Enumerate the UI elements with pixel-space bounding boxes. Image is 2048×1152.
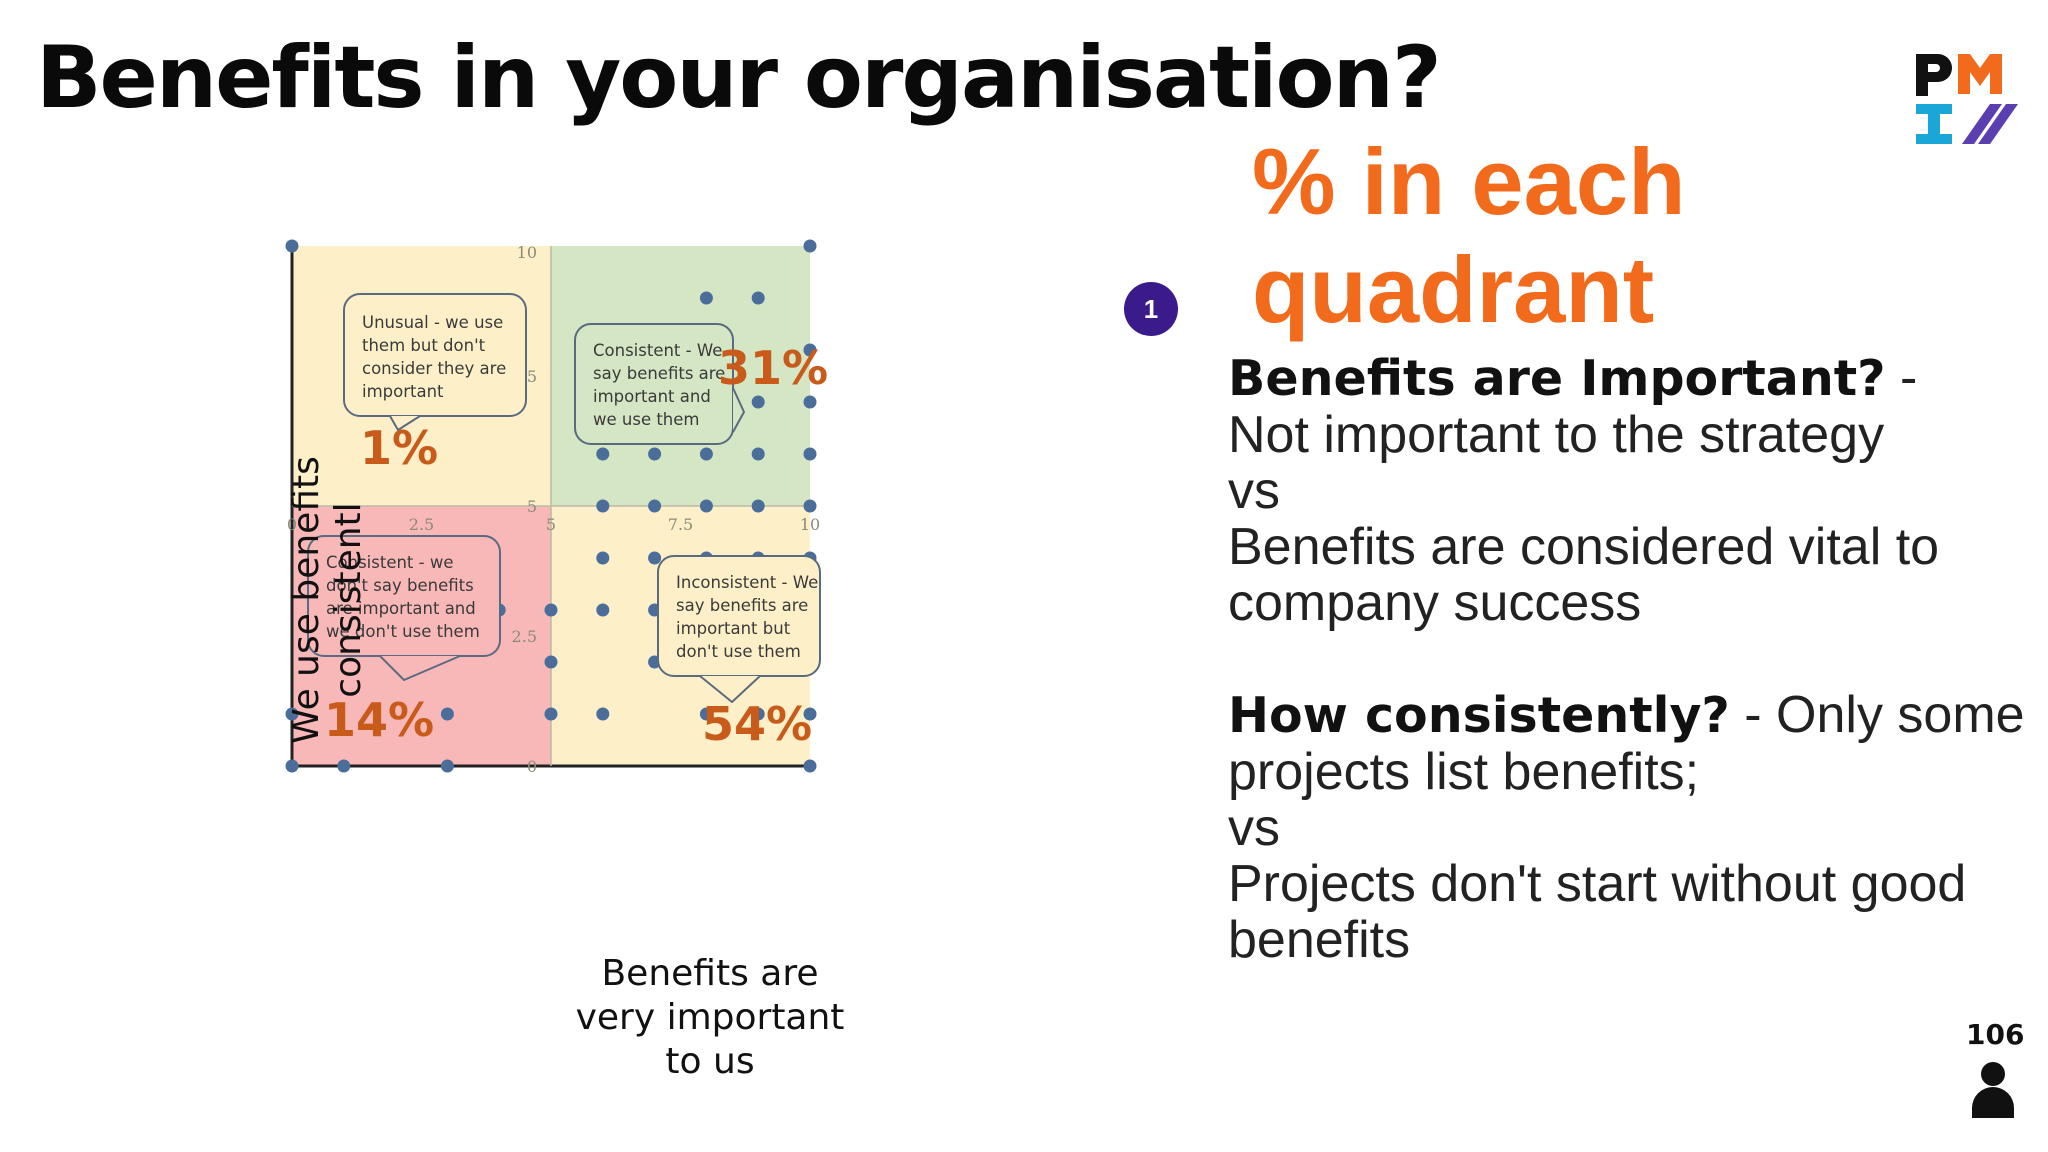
data-point — [285, 759, 299, 773]
data-point — [596, 603, 610, 617]
x-axis-label-line1: Benefits are — [601, 953, 819, 994]
data-point — [648, 551, 662, 565]
callout-text-bottom-left: are important and — [326, 599, 476, 618]
data-point — [285, 707, 299, 721]
person-icon — [1972, 1062, 2014, 1118]
y-tick-label: 0 — [527, 757, 537, 776]
slide-title: Benefits in your organisation? — [36, 28, 1442, 128]
data-point — [648, 499, 662, 513]
data-point — [699, 447, 713, 461]
data-point — [544, 655, 558, 669]
callout-text-bottom-left: don't say benefits — [326, 576, 474, 595]
callout-text-top-right: say benefits are — [593, 364, 725, 383]
callout-tail-bottom-right — [699, 675, 761, 703]
quadrant-heading: % in each quadrant — [1252, 128, 1686, 344]
step-badge: 1 — [1124, 282, 1178, 336]
data-point — [648, 447, 662, 461]
data-point — [751, 395, 765, 409]
data-point — [803, 447, 817, 461]
explanation-text: Benefits are Important? - Not important … — [1228, 350, 2028, 968]
callout-box-top-left — [343, 293, 527, 417]
importance-separator: - — [1885, 349, 1918, 407]
callout-text-top-right: we use them — [593, 410, 700, 429]
data-point — [440, 759, 454, 773]
vs-1: vs — [1228, 462, 1280, 520]
callout-text-top-right: Consistent - We — [593, 341, 722, 360]
data-point — [285, 239, 299, 253]
x-tick-label: 2.5 — [409, 515, 434, 534]
consistency-high: Projects don't start without good benefi… — [1228, 855, 1967, 969]
x-axis-label-line2: very important — [575, 997, 845, 1038]
data-point — [751, 447, 765, 461]
callout-text-bottom-left: Consistent - we — [326, 553, 454, 572]
vs-2: vs — [1228, 799, 1280, 857]
y-axis-label-line2: consistentl — [328, 502, 369, 698]
y-axis-label: We use benefits consistentl — [286, 440, 370, 760]
callout-text-bottom-right: don't use them — [676, 642, 801, 661]
callout-text-top-right: important and — [593, 387, 711, 406]
data-point — [596, 499, 610, 513]
importance-high: Benefits are considered vital to company… — [1228, 518, 1940, 632]
x-tick-label: 10 — [800, 515, 820, 534]
data-point — [803, 343, 817, 357]
x-axis-label: Benefits are very important to us — [560, 952, 860, 1084]
callout-tail-bottom-left — [379, 655, 461, 681]
data-point — [803, 395, 817, 409]
data-point — [751, 291, 765, 305]
callout-text-top-left: them but don't — [362, 336, 486, 355]
quadrant-heading-line1: % in each — [1252, 129, 1686, 234]
consistency-label: How consistently? — [1228, 687, 1730, 744]
callout-text-bottom-right: Inconsistent - We — [676, 573, 818, 592]
pmi-logo-icon — [1916, 54, 2018, 144]
data-point — [699, 291, 713, 305]
data-point — [803, 499, 817, 513]
callout-tail-top-left — [389, 415, 421, 431]
data-point — [596, 551, 610, 565]
x-tick-label: 0 — [287, 515, 297, 534]
data-point — [699, 499, 713, 513]
y-tick-label: 5 — [527, 497, 537, 516]
y-tick-label: 10 — [517, 243, 537, 262]
data-point — [544, 707, 558, 721]
data-point — [596, 447, 610, 461]
callout-text-top-left: consider they are — [362, 359, 506, 378]
x-axis-label-line3: to us — [665, 1041, 755, 1082]
percent-label-top-left: 1% — [360, 421, 438, 475]
callout-text-bottom-right: important but — [676, 619, 791, 638]
data-point — [337, 759, 351, 773]
data-point — [803, 707, 817, 721]
quadrant-heading-line2: quadrant — [1252, 237, 1655, 342]
data-point — [440, 707, 454, 721]
data-point — [803, 239, 817, 253]
callout-text-bottom-right: say benefits are — [676, 596, 808, 615]
importance-label: Benefits are Important? — [1228, 350, 1886, 407]
page-number: 106 — [1966, 1018, 2025, 1051]
data-point — [803, 759, 817, 773]
percent-label-bottom-left: 14% — [324, 693, 434, 747]
data-point — [751, 499, 765, 513]
callout-box-top-right — [574, 323, 734, 445]
data-point — [544, 603, 558, 617]
x-tick-label: 5 — [546, 515, 556, 534]
percent-label-top-right: 31% — [718, 341, 828, 395]
data-point — [699, 707, 713, 721]
callout-text-bottom-left: we don't use them — [326, 622, 480, 641]
data-point — [751, 707, 765, 721]
data-point — [596, 707, 610, 721]
callout-text-top-left: important — [362, 382, 444, 401]
y-tick-label: 2.5 — [512, 627, 537, 646]
consistency-low: - Only some projects list benefits; — [1228, 686, 2025, 801]
y-axis-label-line1: We use benefits — [286, 456, 327, 744]
percent-label-bottom-right: 54% — [702, 697, 812, 751]
importance-low: Not important to the strategy — [1228, 406, 1885, 464]
callout-tail-top-right — [732, 387, 745, 433]
x-tick-label: 7.5 — [668, 515, 693, 534]
callout-text-top-left: Unusual - we use — [362, 313, 503, 332]
